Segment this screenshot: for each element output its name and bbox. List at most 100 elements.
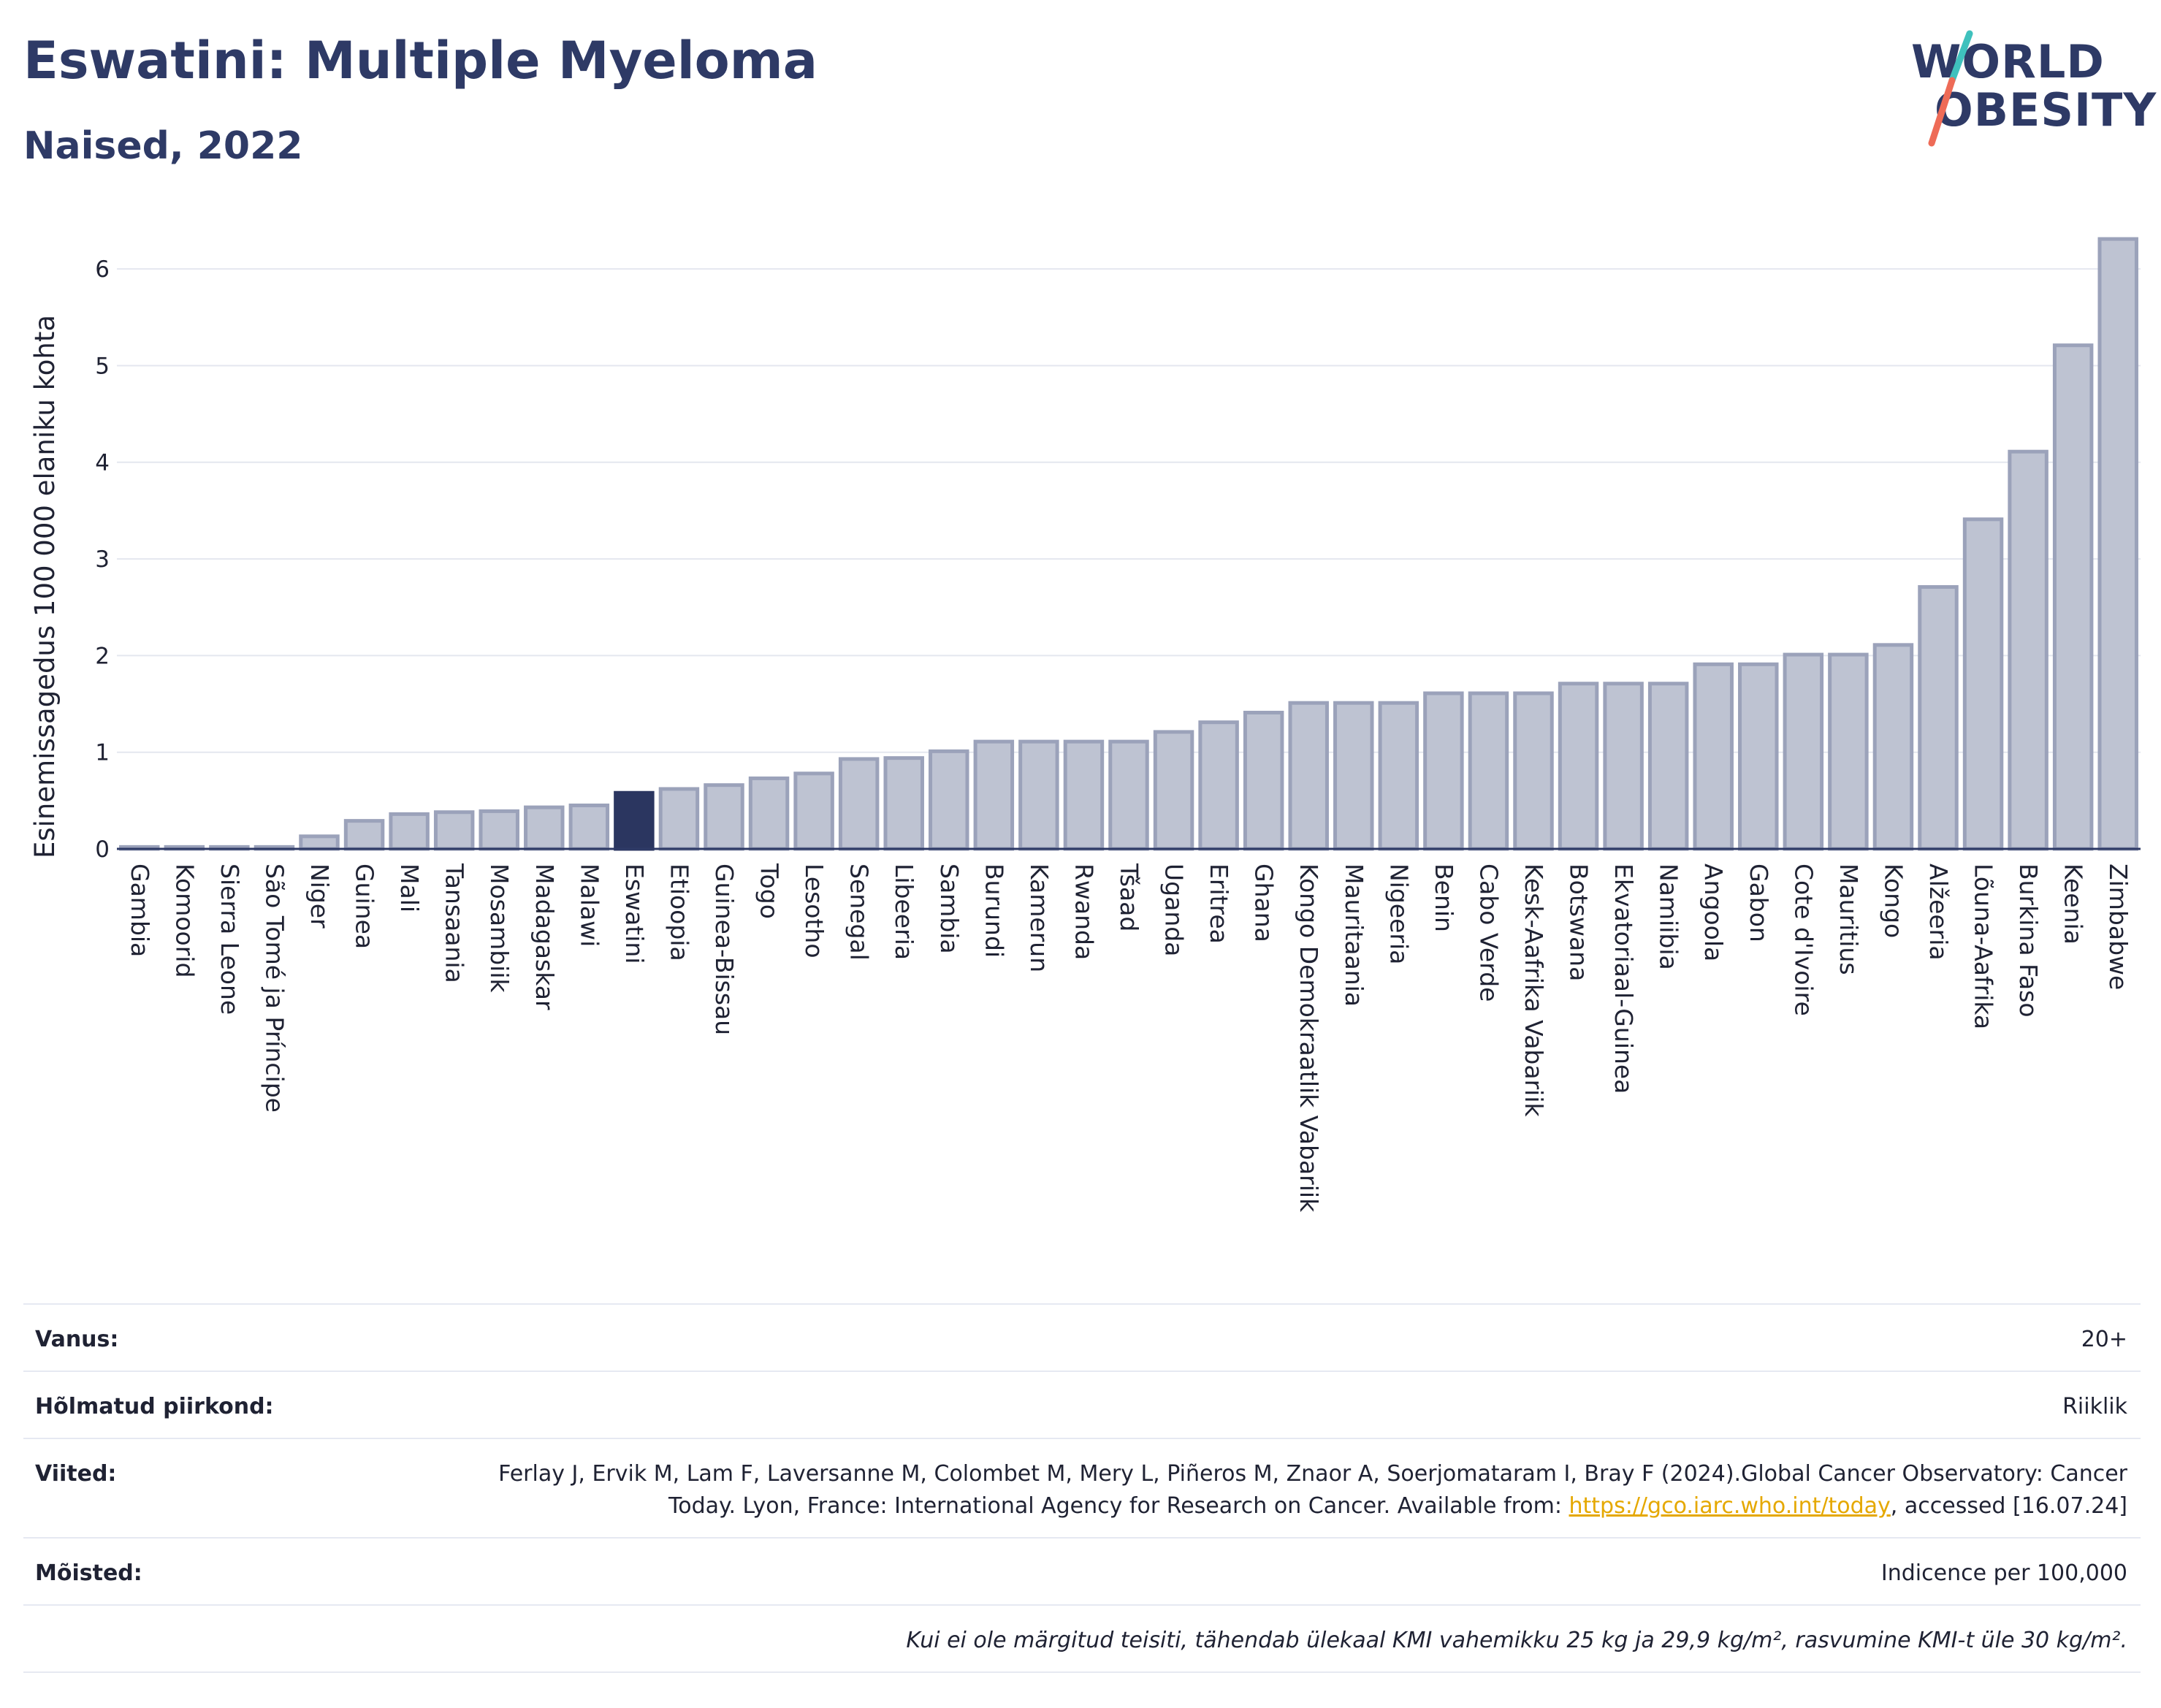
bar <box>614 790 655 851</box>
references-link[interactable]: https://gco.iarc.who.int/today <box>1569 1493 1891 1519</box>
x-tick-label: Sambia <box>935 863 964 954</box>
x-tick-label: Gabon <box>1745 863 1773 942</box>
age-label: Vanus: <box>35 1327 119 1352</box>
bar <box>1513 691 1554 851</box>
info-row-references: Viited: Ferlay J, Ervik M, Lam F, Lavers… <box>23 1438 2141 1537</box>
x-tick-label: Libeeria <box>890 863 918 960</box>
bar <box>1468 691 1509 851</box>
x-tick-label: Niger <box>305 863 334 929</box>
bar <box>1783 652 1824 851</box>
logo-slash-icon <box>1928 30 1973 147</box>
bar <box>748 776 790 851</box>
definitions-value: Indicence per 100,000 <box>1880 1560 2127 1586</box>
bar <box>973 739 1015 851</box>
chart-title: Eswatini: Multiple Myeloma <box>23 31 817 91</box>
bar <box>1108 739 1149 851</box>
x-tick-label: Gambia <box>126 863 154 957</box>
bar <box>1333 701 1374 851</box>
bar <box>1738 662 1779 851</box>
x-tick-label: Kongo <box>1879 863 1907 938</box>
x-tick-label: Rwanda <box>1070 863 1098 960</box>
x-tick-label: Benin <box>1430 863 1458 932</box>
y-tick-label: 2 <box>95 643 110 669</box>
bar <box>524 805 565 851</box>
bmi-note: Kui ei ole märgitud teisiti, tähendab ül… <box>906 1628 2127 1653</box>
y-tick-label: 0 <box>95 836 110 863</box>
x-tick-label: Lesotho <box>800 863 828 958</box>
bar <box>2008 449 2048 851</box>
x-tick-label: Mali <box>395 863 424 912</box>
y-tick-label: 1 <box>95 740 110 766</box>
x-tick-label: Eswatini <box>620 863 649 964</box>
bar <box>1243 710 1284 851</box>
bar <box>1603 682 1644 851</box>
x-tick-labels: Gambia Komoorid Sierra Leone São Tomé ja Pr… <box>126 863 2133 1213</box>
bar <box>479 809 519 851</box>
x-tick-label: Mosambiik <box>485 863 514 994</box>
bar <box>1647 682 1689 851</box>
info-row-definitions: Mõisted: Indicence per 100,000 <box>23 1537 2141 1604</box>
definitions-label: Mõisted: <box>35 1560 142 1586</box>
bar <box>343 819 385 851</box>
references-label: Viited: <box>35 1461 117 1487</box>
y-tick-label: 3 <box>95 546 110 573</box>
x-tick-label: Alžeeria <box>1924 863 1953 961</box>
x-tick-label: Ghana <box>1250 863 1278 942</box>
bar <box>1018 739 1059 851</box>
references-text: Ferlay J, Ervik M, Lam F, Laversanne M, … <box>498 1461 2127 1519</box>
x-tick-label: Kesk-Aafrika Vabariik <box>1520 863 1548 1117</box>
region-label: Hõlmatud piirkond: <box>35 1394 274 1419</box>
x-tick-label: Mauritaania <box>1340 863 1368 1007</box>
x-tick-label: Burkina Faso <box>2014 863 2043 1018</box>
x-tick-label: Ekvatoriaal-Guinea <box>1609 863 1638 1094</box>
references-value: Ferlay J, Ervik M, Lam F, Laversanne M, … <box>447 1458 2127 1522</box>
bar <box>1693 662 1734 851</box>
x-tick-label: Etioopia <box>665 863 693 961</box>
info-row-region: Hõlmatud piirkond: Riiklik <box>23 1370 2141 1438</box>
y-tick-label: 6 <box>95 256 110 283</box>
info-table: Vanus: 20+ Hõlmatud piirkond: Riiklik Vi… <box>23 1303 2141 1673</box>
region-value: Riiklik <box>2062 1394 2127 1419</box>
x-tick-label: Eritrea <box>1205 863 1233 944</box>
bar <box>1423 691 1464 851</box>
info-row-note: Kui ei ole märgitud teisiti, tähendab ül… <box>23 1604 2141 1673</box>
chart-subtitle: Naised, 2022 <box>23 124 303 168</box>
x-tick-label: Zimbabwe <box>2104 863 2133 990</box>
x-tick-label: Lõuna-Aafrika <box>1970 863 1998 1029</box>
y-axis-label: Esinemissagedus 100 000 elaniku kohta <box>29 315 61 858</box>
x-tick-label: Tšaad <box>1115 863 1143 931</box>
x-tick-label: Cabo Verde <box>1474 863 1503 1002</box>
bar <box>2097 237 2138 851</box>
y-tick-label: 4 <box>95 450 110 476</box>
x-tick-label: Guinea-Bissau <box>710 863 739 1035</box>
bar <box>929 749 969 851</box>
x-tick-label: Togo <box>755 863 784 919</box>
world-obesity-logo: WORLD OBESITY <box>1899 20 2156 167</box>
bar <box>704 783 744 851</box>
x-tick-label: São Tomé ja Príncipe <box>260 863 289 1113</box>
x-tick-label: Kamerun <box>1025 863 1053 972</box>
x-tick-label: Mauritius <box>1834 863 1863 975</box>
bar <box>389 812 430 851</box>
bar <box>1918 584 1959 851</box>
bar <box>1153 730 1194 851</box>
bar <box>883 756 924 851</box>
y-tick-labels: 0 1 2 3 4 5 6 <box>95 256 110 863</box>
references-accessed: , accessed [16.07.24] <box>1890 1493 2127 1519</box>
bar <box>1198 720 1239 851</box>
x-tick-label: Malawi <box>575 863 603 947</box>
x-tick-label: Senegal <box>845 863 874 961</box>
x-tick-label: Komoorid <box>170 863 199 977</box>
x-tick-label: Botswana <box>1565 863 1593 981</box>
logo-word-obesity: OBESITY <box>1935 83 2157 137</box>
x-tick-label: Guinea <box>351 863 379 949</box>
bar <box>793 771 834 851</box>
logo-word-world: WORLD <box>1911 35 2105 88</box>
x-tick-label: Kongo Demokraatlik Vabariik <box>1295 863 1323 1213</box>
x-tick-label: Uganda <box>1160 863 1189 956</box>
x-tick-label: Sierra Leone <box>216 863 244 1015</box>
bar <box>1288 701 1329 851</box>
bar <box>433 810 475 851</box>
x-tick-label: Burundi <box>980 863 1008 958</box>
bar <box>1558 682 1599 851</box>
